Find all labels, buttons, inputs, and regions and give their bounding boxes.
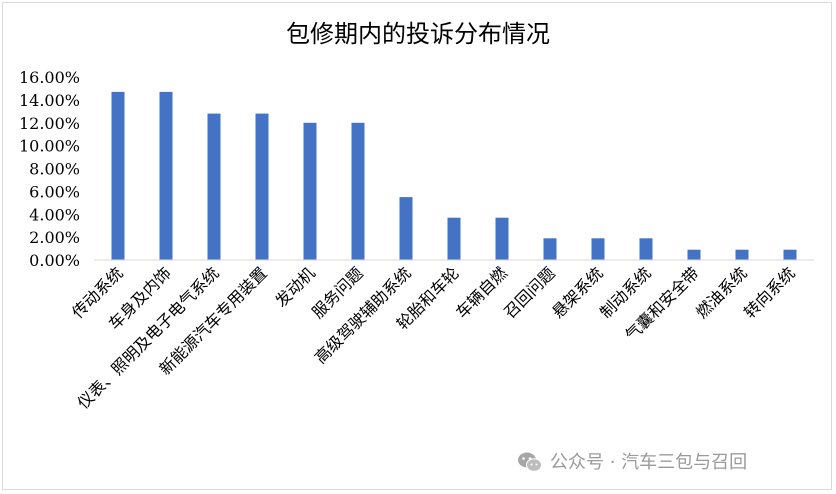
watermark: 公众号 · 汽车三包与召回 xyxy=(518,452,747,473)
chart-title: 包修期内的投诉分布情况 xyxy=(286,20,550,48)
watermark-text: 公众号 · 汽车三包与召回 xyxy=(550,452,747,473)
bar xyxy=(111,91,125,261)
bar xyxy=(159,91,173,261)
y-tick-label: 2.00% xyxy=(29,228,80,247)
y-tick-label: 14.00% xyxy=(19,91,80,110)
bars xyxy=(111,91,797,261)
x-tick-label: 悬架系统 xyxy=(548,263,607,322)
x-tick-label: 燃油系统 xyxy=(692,263,751,322)
wechat-icon xyxy=(518,452,542,472)
x-tick-label: 车辆自燃 xyxy=(452,263,511,322)
bar xyxy=(255,113,269,260)
y-tick-label: 16.00% xyxy=(19,68,80,87)
y-tick-label: 0.00% xyxy=(29,251,80,270)
y-tick-label: 8.00% xyxy=(29,160,80,179)
y-tick-label: 12.00% xyxy=(19,114,80,133)
bar xyxy=(687,249,701,260)
bar xyxy=(399,197,413,260)
bar xyxy=(591,238,605,260)
bar xyxy=(543,238,557,260)
bar xyxy=(735,249,749,260)
y-tick-label: 4.00% xyxy=(29,205,80,224)
x-tick-label: 发动机 xyxy=(271,263,318,310)
bar xyxy=(495,217,509,260)
bar xyxy=(303,122,317,261)
x-tick-label: 转向系统 xyxy=(740,263,799,322)
y-axis: 0.00% 2.00% 4.00% 6.00% 8.00% 10.00% 12.00% 14.… xyxy=(19,68,80,270)
y-tick-label: 6.00% xyxy=(29,182,80,201)
x-tick-label: 召回问题 xyxy=(500,263,559,322)
bar xyxy=(447,217,461,260)
bar xyxy=(207,113,221,260)
y-tick-label: 10.00% xyxy=(19,137,80,156)
bar xyxy=(639,238,653,260)
bar xyxy=(783,249,797,260)
bar xyxy=(351,122,365,261)
